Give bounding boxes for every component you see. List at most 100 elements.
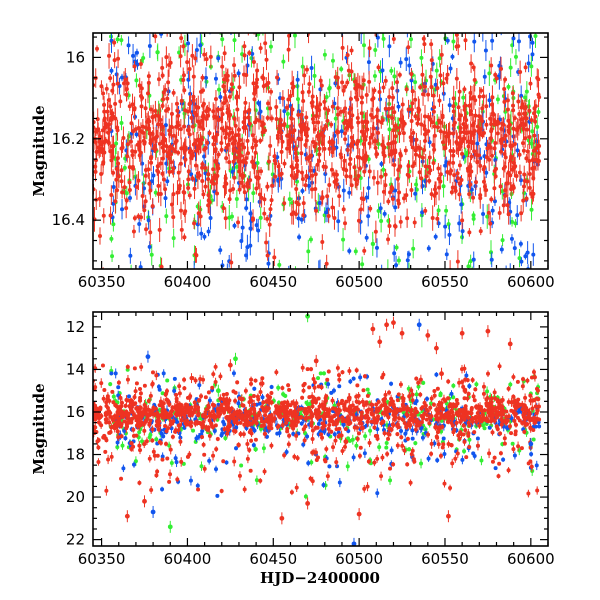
red-data-point [139,104,144,109]
red-data-point [262,197,267,202]
red-data-point [233,133,238,138]
blue-data-point [521,18,525,22]
green-data-point [397,327,401,331]
red-data-point [215,191,220,196]
green-data-point [140,439,145,444]
blue-data-point [147,43,152,48]
blue-data-point [296,109,301,114]
red-data-point [498,184,503,189]
red-data-point [236,127,241,132]
red-data-point [478,196,483,201]
red-data-point [229,82,234,87]
top-panel-points [84,0,542,450]
red-data-point [304,115,309,120]
blue-data-point [188,0,192,3]
red-data-point [154,135,159,140]
blue-data-point [300,188,305,193]
blue-data-point [339,129,344,134]
red-data-point [292,128,297,133]
red-data-point [420,72,425,77]
blue-data-point [366,214,371,219]
red-data-point [149,155,154,160]
blue-data-point [146,16,150,20]
red-data-point [84,162,88,166]
red-data-point [95,46,100,51]
red-data-point [327,183,332,188]
green-data-point [169,460,174,465]
red-data-point [111,82,116,87]
blue-data-point [370,446,374,450]
red-data-point [286,47,291,52]
red-data-point [203,184,208,189]
red-data-point [336,112,341,117]
red-data-point [427,155,432,160]
red-data-point [303,183,308,188]
blue-data-point [481,212,486,217]
red-data-point [156,122,161,127]
red-data-point [125,81,130,86]
red-data-point [449,168,454,173]
blue-data-point [374,245,379,250]
red-data-point [354,182,359,187]
red-data-point [265,184,270,189]
red-data-point [466,168,471,173]
green-data-point [277,262,282,267]
red-data-point [222,89,227,94]
red-data-point [213,149,218,154]
red-data-point [492,186,497,191]
blue-data-point [409,78,414,83]
red-data-point [237,85,242,90]
blue-data-point [216,56,221,61]
red-data-point [419,176,424,181]
red-data-point [186,169,191,174]
red-data-point [150,115,155,120]
green-data-point [115,37,120,42]
red-data-point [131,129,136,134]
blue-data-point [212,349,216,353]
blue-data-point [476,3,480,7]
red-data-point [398,151,403,156]
red-data-point [340,80,345,85]
red-data-point [451,104,456,109]
red-data-point [329,122,334,127]
red-data-point [361,197,366,202]
red-data-point [406,174,411,179]
red-data-point [341,207,346,212]
green-data-point [388,305,392,309]
red-data-point [206,172,211,177]
blue-data-point [147,244,152,249]
red-data-point [516,125,521,130]
red-data-point [392,223,397,228]
red-data-point [462,87,467,92]
red-data-point [97,196,102,201]
green-data-point [525,5,529,9]
red-data-point [469,154,474,159]
red-data-point [350,113,355,118]
green-data-point [185,297,189,301]
red-data-point [105,109,110,114]
green-data-point [171,236,176,241]
red-data-point [266,80,271,85]
red-data-point [87,118,91,122]
blue-data-point [482,273,486,277]
blue-data-point [530,40,535,45]
blue-data-point [360,19,364,23]
blue-data-point [347,249,352,254]
green-data-point [530,129,535,134]
green-data-point [436,208,441,213]
red-data-point [358,207,363,212]
red-data-point [505,181,510,186]
green-data-point [308,237,313,242]
red-data-point [143,125,148,130]
blue-data-point [202,234,207,239]
red-data-point [227,197,232,202]
red-data-point [457,192,462,197]
red-data-point [99,172,104,177]
red-data-point [307,81,312,86]
green-data-point [379,355,383,359]
red-data-point [356,173,361,178]
blue-data-point [247,327,251,331]
green-data-point [122,165,127,170]
green-data-point [281,59,286,64]
red-data-point [285,146,290,151]
